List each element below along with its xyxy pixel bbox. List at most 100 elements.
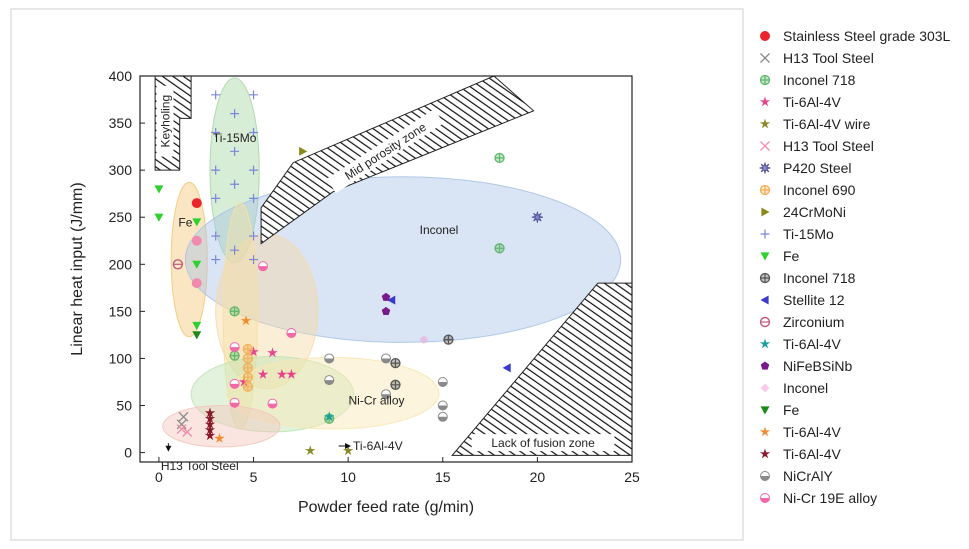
- y-tick-label: 100: [109, 350, 133, 366]
- data-point-half: [438, 381, 448, 387]
- zone-label-bg: [471, 434, 615, 452]
- legend-label: Fe: [783, 402, 800, 418]
- data-point-half: [230, 383, 240, 389]
- legend-marker-cross: [760, 273, 770, 283]
- legend-entry: Ni-Cr 19E alloy: [760, 490, 877, 506]
- legend-marker: [760, 295, 769, 305]
- region-7: [162, 405, 281, 448]
- data-point: [238, 376, 250, 387]
- region-label: Inconel: [420, 223, 459, 237]
- series-4: [305, 445, 354, 456]
- data-point: [249, 165, 259, 175]
- data-point: [182, 426, 193, 437]
- region-label: Ti-15Mo: [213, 131, 257, 145]
- series-5: [176, 424, 193, 437]
- legend-marker: [761, 207, 770, 217]
- series-9: [211, 90, 259, 265]
- data-point-half: [230, 347, 240, 352]
- legend-label: Inconel: [783, 380, 828, 396]
- y-tick-label: 200: [109, 256, 133, 272]
- data-point-half: [324, 358, 334, 363]
- data-point-half: [230, 402, 240, 408]
- data-point-cross: [243, 372, 253, 382]
- legend-entry: NiFeBSiNb: [760, 358, 852, 374]
- data-point-cross: [495, 243, 505, 253]
- data-point: [249, 231, 259, 241]
- axes-layer: 0 5 10 15 20 25050100150200250300350400Powder…: [69, 68, 640, 516]
- data-point: [267, 347, 278, 358]
- data-point: [204, 424, 216, 435]
- data-point: [305, 445, 316, 456]
- legend-marker: [760, 406, 770, 415]
- legend-label: P420 Steel: [783, 160, 852, 176]
- data-point: [381, 306, 391, 315]
- data-point-half: [286, 333, 296, 338]
- data-point: [230, 146, 240, 156]
- y-tick-label: 400: [109, 68, 133, 84]
- x-tick-label: 10: [340, 469, 356, 485]
- legend-marker: [759, 162, 771, 174]
- region-label: Ni-Cr alloy: [349, 394, 405, 408]
- region-0: [209, 77, 260, 263]
- y-tick-label: 350: [109, 115, 133, 131]
- series-19: [204, 407, 216, 441]
- legend-marker: [760, 361, 770, 370]
- data-point: [249, 193, 259, 203]
- data-point: [531, 211, 543, 223]
- data-point-half: [438, 405, 448, 411]
- data-point: [324, 411, 335, 422]
- legend-label: Ti-6Al-4V: [783, 336, 841, 352]
- data-point-cross: [443, 335, 453, 345]
- data-point: [192, 331, 202, 340]
- series-13: [172, 259, 184, 270]
- legend-marker: [759, 426, 771, 437]
- y-tick-label: 150: [109, 303, 133, 319]
- legend-entry: Ti-6Al-4V wire: [759, 116, 871, 132]
- data-point: [192, 218, 202, 227]
- legend-entry: Stainless Steel grade 303L: [760, 28, 951, 44]
- series-18: [214, 315, 252, 443]
- legend-label: Ti-6Al-4V wire: [783, 116, 871, 132]
- data-point-cross: [230, 351, 240, 361]
- legend-label: Inconel 690: [783, 182, 856, 198]
- legend-entry: Fe: [760, 402, 800, 418]
- data-point: [248, 346, 259, 357]
- legend-label: H13 Tool Steel: [783, 50, 874, 66]
- data-point: [381, 292, 391, 301]
- data-point: [178, 411, 189, 422]
- data-point: [191, 278, 202, 289]
- data-point: [419, 335, 429, 345]
- annotation-label: H13 Tool Steel: [161, 459, 239, 473]
- data-point: [211, 255, 221, 265]
- x-axis-label: Powder feed rate (g/min): [298, 499, 474, 516]
- data-point: [176, 419, 187, 430]
- series-14: [324, 411, 335, 422]
- series-20: [324, 353, 448, 422]
- series-10: [154, 185, 202, 330]
- data-point: [204, 413, 216, 424]
- data-point: [502, 363, 511, 373]
- legend-marker: [760, 383, 770, 393]
- legend-entry: NiCrAlY: [760, 468, 833, 484]
- x-tick-label: 15: [435, 469, 451, 485]
- data-point-cross: [243, 363, 253, 373]
- data-point: [154, 185, 164, 194]
- data-point: [299, 146, 308, 156]
- data-point: [342, 445, 354, 456]
- series-11: [390, 334, 454, 390]
- zone-2: [451, 282, 632, 456]
- legend-marker: [760, 229, 770, 239]
- data-point: [249, 255, 259, 265]
- data-point-half: [381, 358, 391, 363]
- legend-marker-cross: [760, 75, 770, 85]
- data-point: [211, 90, 221, 100]
- legend-marker: [759, 338, 771, 349]
- legend-entry: Inconel 690: [759, 182, 856, 198]
- legend-entry: Ti-15Mo: [760, 226, 834, 242]
- y-tick-label: 250: [109, 209, 133, 225]
- y-tick-label: 0: [124, 445, 132, 461]
- series-21: [229, 261, 297, 409]
- data-point: [276, 368, 288, 379]
- series-17: [192, 331, 202, 340]
